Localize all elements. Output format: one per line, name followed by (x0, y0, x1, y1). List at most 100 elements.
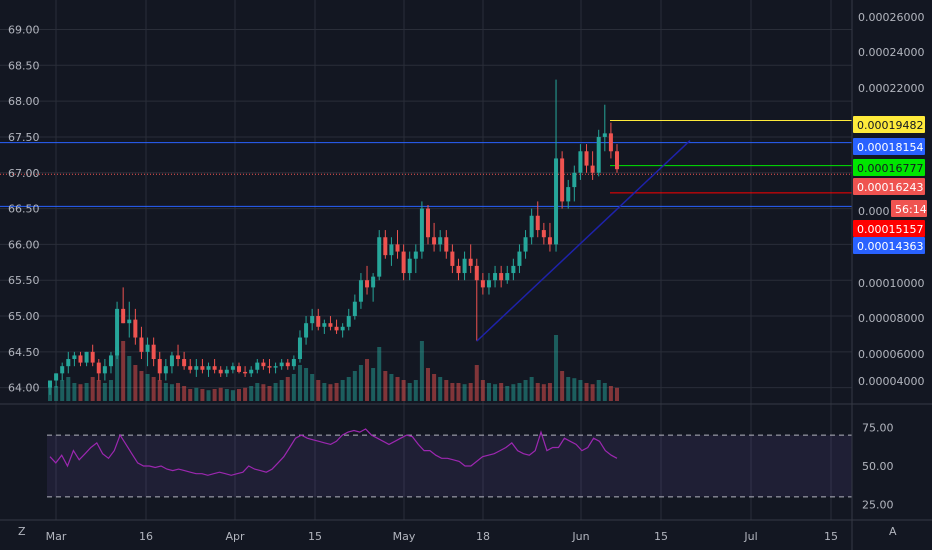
timezone-button[interactable]: Z (18, 525, 26, 538)
candle-body (407, 258, 412, 274)
x-tick-label: 15 (824, 530, 838, 543)
left-tick-label: 65.00 (8, 310, 40, 323)
price-tag-bg (853, 237, 925, 254)
volume-bar (493, 384, 498, 401)
candle-body (541, 230, 546, 238)
candle-body (249, 369, 254, 374)
candle-body (328, 323, 333, 327)
rsi-tick-label: 50.00 (862, 460, 894, 473)
volume-bar (535, 383, 540, 401)
volume-bar (304, 368, 309, 401)
volume-bar (108, 380, 113, 401)
left-tick-label: 68.00 (8, 95, 40, 108)
candle-body (578, 151, 583, 173)
candle-body (590, 165, 595, 173)
volume-bar (486, 383, 491, 401)
candle-body (133, 319, 138, 338)
price-tag-label: 0.00014363 (857, 240, 923, 253)
right-tick-label: 0.00022000 (858, 82, 924, 95)
volume-bar (249, 386, 254, 401)
candle-body (547, 237, 552, 245)
candle-body (608, 133, 613, 152)
candle-body (346, 316, 351, 327)
volume-bar (480, 380, 485, 401)
volume-bar (66, 377, 71, 401)
candle-body (322, 323, 327, 327)
volume-bar (78, 384, 83, 401)
price-tag-bg (853, 138, 925, 155)
price-tag-label: 0.00015157 (857, 223, 923, 236)
candle-body (139, 337, 144, 352)
volume-bar (176, 383, 181, 401)
auto-scale-button[interactable]: A (889, 525, 897, 538)
x-tick-label: 16 (139, 530, 153, 543)
trend-line[interactable] (476, 139, 691, 342)
candle-body (163, 366, 168, 374)
x-tick-label: 18 (476, 530, 490, 543)
volume-bar (200, 389, 205, 401)
volume-bar (389, 374, 394, 401)
candle-body (206, 366, 211, 370)
volume-bar (407, 383, 412, 401)
volume-bar (365, 359, 370, 401)
candle-body (535, 215, 540, 231)
volume-bar (541, 384, 546, 401)
volume-bar (419, 341, 424, 401)
candle-body (358, 280, 363, 302)
candle-body (157, 359, 162, 374)
volume-bar (401, 380, 406, 401)
candle-body (383, 237, 388, 256)
volume-bar (456, 383, 461, 401)
candle-body (505, 273, 510, 281)
price-tag-label: 0.00018154 (857, 141, 923, 154)
volume-bar (145, 374, 150, 401)
chart-ui: Z A (18, 525, 897, 538)
price-tag-label: 0.00016777 (857, 162, 923, 175)
candlesticks (48, 79, 619, 395)
rsi-band (47, 435, 852, 497)
candle-body (255, 362, 260, 370)
volume-bar (206, 390, 211, 401)
volume-bar (133, 365, 138, 401)
candle-body (334, 326, 339, 331)
candle-body (340, 326, 345, 331)
volume-bar (102, 383, 107, 401)
candle-body (188, 366, 193, 370)
volume-bar (157, 380, 162, 401)
volume-bar (188, 389, 193, 401)
right-tick-label: 0.00010000 (858, 277, 924, 290)
volume-bar (444, 380, 449, 401)
candle-body (529, 215, 534, 238)
volume-bar (383, 371, 388, 401)
volume-bar (523, 380, 528, 401)
volume-bar (72, 383, 77, 401)
candle-body (615, 151, 619, 170)
rsi-tick-label: 75.00 (862, 421, 894, 434)
horizontal-levels (0, 119, 852, 207)
volume-bars (48, 335, 619, 401)
volume-bar (505, 386, 510, 401)
volume-bar (279, 380, 284, 401)
price-tag-label: 0.00016243 (857, 181, 923, 194)
volume-bar (578, 380, 583, 401)
candle-body (310, 316, 315, 324)
volume-bar (474, 365, 479, 401)
x-tick-label: Jul (743, 530, 757, 543)
volume-bar (169, 384, 174, 401)
candle-body (54, 373, 59, 381)
trend-line-segment (476, 139, 691, 342)
candle-body (316, 316, 321, 327)
candle-body (560, 158, 565, 202)
volume-bar (413, 380, 418, 401)
volume-bar (230, 390, 235, 401)
volume-bar (584, 383, 589, 401)
volume-bar (468, 383, 473, 401)
volume-bar (395, 377, 400, 401)
volume-bar (438, 377, 443, 401)
volume-bar (285, 377, 290, 401)
candle-body (151, 344, 156, 360)
candle-body (511, 265, 516, 274)
volume-bar (340, 380, 345, 401)
volume-bar (462, 384, 467, 401)
